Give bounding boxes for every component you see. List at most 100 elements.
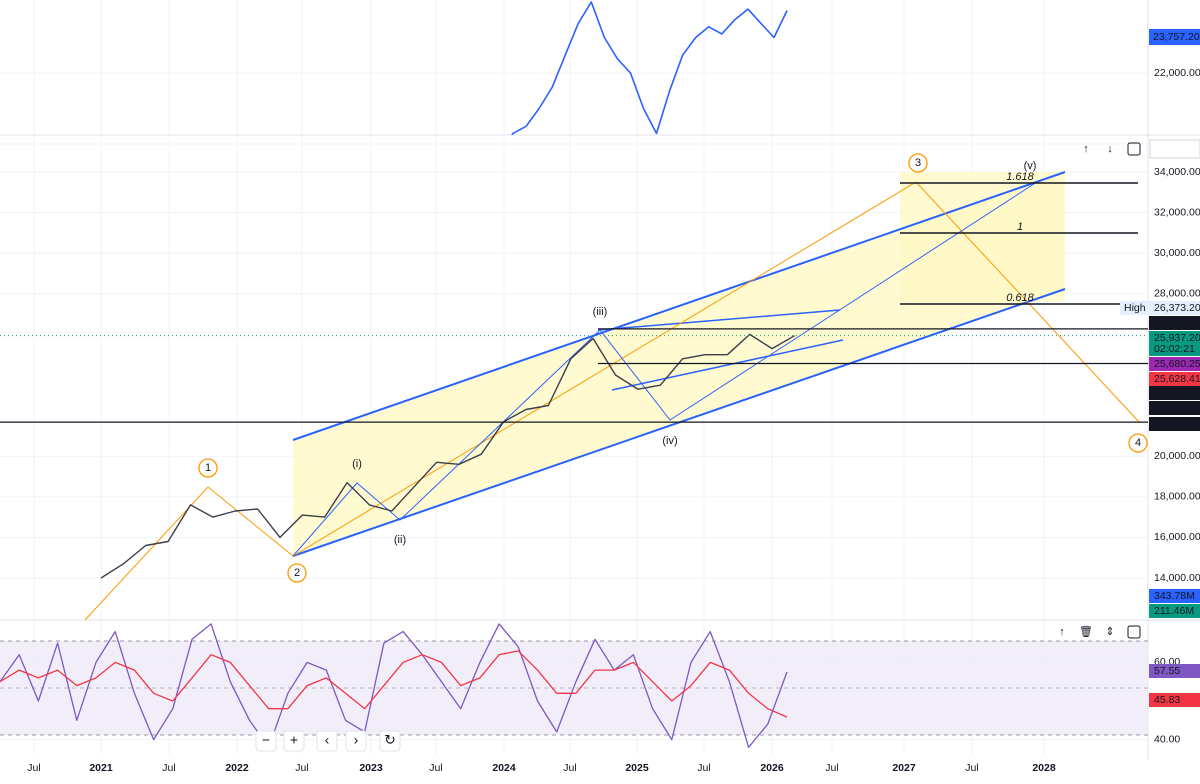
svg-text:+: + xyxy=(290,732,298,748)
fib-label: 1 xyxy=(1017,221,1023,233)
channel-line xyxy=(597,309,841,331)
x-tick-label: 2021 xyxy=(89,762,113,774)
price-tag-label: 26,373.20 xyxy=(1154,302,1200,314)
rsi-tag-label: 45.83 xyxy=(1154,694,1180,706)
wave-label: 1 xyxy=(205,462,211,474)
price-tag-label: 25,628.41 xyxy=(1154,373,1200,385)
price-tag xyxy=(1149,401,1200,415)
x-tick-label: Jul xyxy=(162,762,175,774)
wave-label: (ii) xyxy=(394,534,406,546)
x-tick-label: Jul xyxy=(825,762,838,774)
rsi-tag xyxy=(1149,693,1200,707)
price-tag xyxy=(1149,357,1200,371)
x-tick-label: Jul xyxy=(697,762,710,774)
y-tick-label: 40.00 xyxy=(1154,733,1180,745)
svg-text:−: − xyxy=(262,732,270,748)
price-tag xyxy=(1149,301,1200,315)
volume-tag xyxy=(1149,589,1200,603)
x-tick-label: 2028 xyxy=(1032,762,1056,774)
price-tag xyxy=(1149,372,1200,386)
pane-toolbar: ↑ ↓ ↑ 🗑 ⇕ xyxy=(1059,142,1141,639)
rsi-tag xyxy=(1149,664,1200,678)
move-down-button[interactable]: ↓ xyxy=(1107,143,1113,155)
wave-label: 2 xyxy=(294,567,300,579)
marks xyxy=(0,1,1148,748)
maximize-button[interactable] xyxy=(1127,142,1141,156)
currency-box[interactable] xyxy=(1149,139,1200,159)
subwave-path xyxy=(292,179,1041,557)
x-tick-label: Jul xyxy=(27,762,40,774)
collapse-button[interactable]: ⇕ xyxy=(1105,626,1114,638)
labels: 22,000.00 20,000.00 23,757.20 34,000.00 32,0… xyxy=(27,29,1200,774)
wave-label: 3 xyxy=(915,157,921,169)
tag-box xyxy=(1120,301,1148,315)
zoom-out-button[interactable]: − xyxy=(255,730,277,752)
volume-tag-label: 211.46M xyxy=(1154,605,1194,617)
move-up-button[interactable]: ↑ xyxy=(1059,626,1065,638)
move-up-button[interactable]: ↑ xyxy=(1083,143,1089,155)
price-line xyxy=(0,623,788,748)
drawings xyxy=(0,171,1148,736)
countdown: 02:02:21 xyxy=(1154,343,1195,355)
x-tick-label: 2026 xyxy=(760,762,784,774)
price-tag-label: 25,207.41 xyxy=(1154,387,1200,399)
wave-label: (iv) xyxy=(662,435,677,447)
x-tick-label: 2023 xyxy=(359,762,383,774)
y-tick-label: 28,000.00 xyxy=(1154,288,1200,300)
zoom-controls: − + ‹ › ↻ xyxy=(255,730,401,752)
wave-label: 4 xyxy=(1135,437,1141,449)
maximize-button[interactable] xyxy=(1127,625,1141,639)
price-tag-label: 24,568.30 xyxy=(1154,402,1200,414)
price-tag-label: 25,937.20 xyxy=(1154,332,1200,344)
x-tick-label: 2025 xyxy=(625,762,649,774)
y-tick-label: 18,000.00 xyxy=(1154,491,1200,503)
svg-text:›: › xyxy=(354,732,359,748)
price-line xyxy=(0,650,788,718)
svg-text:↻: ↻ xyxy=(384,732,396,748)
wave-label: (v) xyxy=(1024,160,1037,172)
tag-label: High xyxy=(1124,302,1146,314)
wave-label: (i) xyxy=(352,458,362,470)
price-tag-label: 25,680.25 xyxy=(1154,358,1200,370)
price-tag xyxy=(1149,331,1200,345)
wave-circle xyxy=(908,153,928,173)
price-tag xyxy=(1149,29,1200,45)
x-tick-label: Jul xyxy=(965,762,978,774)
y-tick-label: 20,000.00 xyxy=(1154,450,1200,462)
volume-tag xyxy=(1149,604,1200,618)
x-tick-label: Jul xyxy=(429,762,442,774)
wave-circle xyxy=(198,458,218,478)
price-tag xyxy=(1149,316,1200,330)
scroll-left-button[interactable]: ‹ xyxy=(316,730,338,752)
y-tick-label: 14,000.00 xyxy=(1154,572,1200,584)
zoom-in-button[interactable]: + xyxy=(283,730,305,752)
scroll-right-button[interactable]: › xyxy=(345,730,367,752)
fib-label: 1.618 xyxy=(1006,171,1034,183)
y-tick-label: 34,000.00 xyxy=(1154,166,1200,178)
reset-button[interactable]: ↻ xyxy=(379,730,401,752)
countdown-box xyxy=(1149,342,1200,356)
channel-line xyxy=(611,339,844,391)
x-tick-label: Jul xyxy=(295,762,308,774)
y-tick-label: 22,000.00 xyxy=(1154,67,1200,79)
x-tick-label: 2024 xyxy=(492,762,516,774)
rsi-tag-label: 57.55 xyxy=(1154,665,1180,677)
price-tag xyxy=(1149,386,1200,400)
wave-circle xyxy=(287,563,307,583)
delete-button[interactable]: 🗑 xyxy=(1079,625,1093,638)
price-tag-label: 21,679.45 xyxy=(1154,418,1200,430)
price-tag-label: 26,273.25 xyxy=(1154,317,1200,329)
x-tick-label: 2022 xyxy=(225,762,249,774)
wave-label: (iii) xyxy=(593,306,608,318)
y-tick-label: 30,000.00 xyxy=(1154,247,1200,259)
y-tick-label: 32,000.00 xyxy=(1154,206,1200,218)
fib-label: 0.618 xyxy=(1006,292,1034,304)
price-tag-label: 23,757.20 xyxy=(1153,31,1200,43)
wave-circle xyxy=(1128,433,1148,453)
x-tick-label: 2027 xyxy=(892,762,916,774)
price-tag xyxy=(1149,417,1200,431)
x-tick-label: Jul xyxy=(563,762,576,774)
channel-line xyxy=(292,171,1066,441)
y-tick-label: 16,000.00 xyxy=(1154,531,1200,543)
